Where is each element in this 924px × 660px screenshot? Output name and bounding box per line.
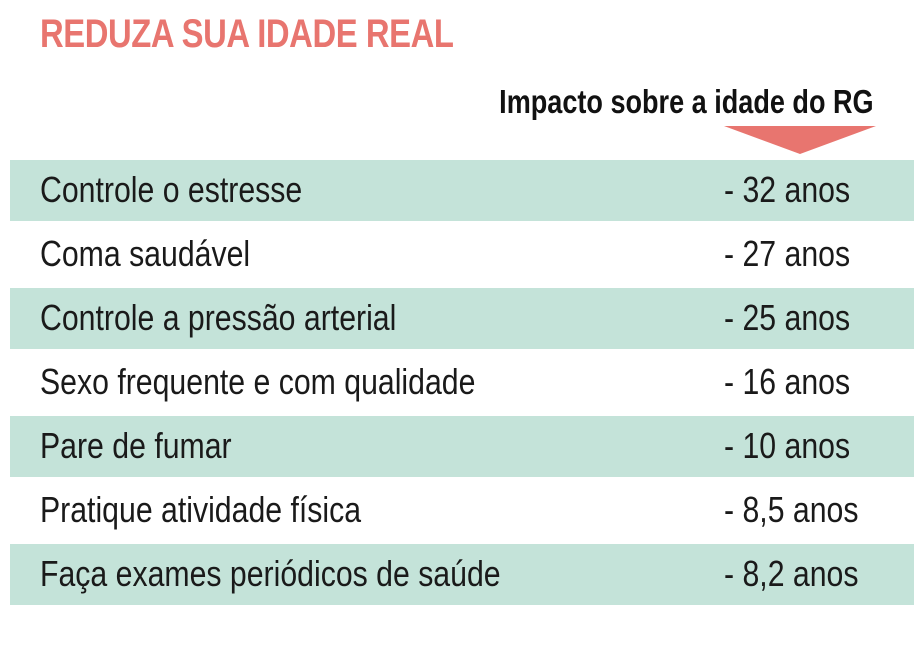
down-arrow-icon: [724, 126, 876, 154]
row-value: - 10 anos: [724, 425, 851, 466]
row-label: Faça exames periódicos de saúde: [40, 553, 501, 594]
table-row: Coma saudável - 27 anos: [10, 224, 914, 285]
row-value: - 16 anos: [724, 361, 851, 402]
row-value: - 32 anos: [724, 169, 851, 210]
row-value: - 27 anos: [724, 233, 851, 274]
impact-table: Controle o estresse - 32 anos Coma saudá…: [10, 160, 914, 608]
table-row: Faça exames periódicos de saúde - 8,2 an…: [10, 544, 914, 605]
row-label: Controle o estresse: [40, 169, 303, 210]
row-value: - 25 anos: [724, 297, 851, 338]
table-row: Pratique atividade física - 8,5 anos: [10, 480, 914, 541]
table-row: Pare de fumar - 10 anos: [10, 416, 914, 477]
page-title: REDUZA SUA IDADE REAL: [40, 12, 454, 56]
row-value: - 8,2 anos: [724, 553, 859, 594]
row-value: - 8,5 anos: [724, 489, 859, 530]
row-label: Sexo frequente e com qualidade: [40, 361, 476, 402]
table-row: Controle o estresse - 32 anos: [10, 160, 914, 221]
row-label: Coma saudável: [40, 233, 251, 274]
table-row: Sexo frequente e com qualidade - 16 anos: [10, 352, 914, 413]
row-label: Pratique atividade física: [40, 489, 362, 530]
column-header: Impacto sobre a idade do RG: [499, 83, 874, 120]
row-label: Controle a pressão arterial: [40, 297, 397, 338]
row-label: Pare de fumar: [40, 425, 232, 466]
table-row: Controle a pressão arterial - 25 anos: [10, 288, 914, 349]
